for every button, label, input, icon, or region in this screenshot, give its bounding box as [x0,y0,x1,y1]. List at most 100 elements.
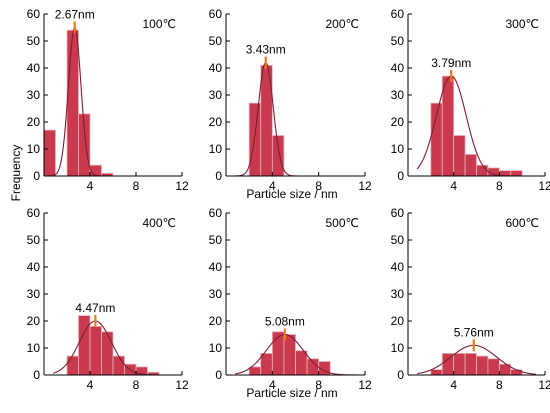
histogram-bar [295,350,308,376]
y-tick-label: 60 [391,206,405,220]
x-tick-label: 8 [496,179,503,193]
histogram-bar [476,164,489,177]
y-tick-label: 40 [209,61,223,75]
y-tick-label: 30 [27,88,41,102]
histogram-bar [283,334,296,376]
x-tick-label: 12 [538,179,550,193]
y-tick-label: 40 [27,61,41,75]
y-tick-label: 0 [397,368,404,382]
y-tick-label: 10 [391,341,405,355]
histogram-bar [306,358,320,376]
histogram-bar [248,366,262,376]
histogram-bar [89,325,102,376]
x-tick-label: 4 [87,179,94,193]
y-tick-label: 0 [215,368,222,382]
x-tick-label: 12 [358,179,372,193]
histogram-panel-1: 0 10 20 30 40 50 60 4 8 12 100℃ 2.67nm [27,7,189,193]
y-tick-label: 30 [209,287,223,301]
histogram-bar [101,331,114,376]
x-tick-label: 8 [315,179,322,193]
histogram-bar [43,129,56,177]
y-tick-label: 20 [209,314,223,328]
y-tick-label: 10 [27,341,41,355]
y-tick-label: 10 [27,142,41,156]
histogram-bar [66,355,79,376]
y-tick-label: 30 [27,287,41,301]
x-tick-label: 4 [450,378,457,392]
y-tick-label: 60 [27,7,41,21]
temperature-label: 400℃ [143,216,177,230]
y-tick-label: 30 [391,287,405,301]
histogram-bar [453,135,466,177]
y-tick-label: 40 [209,260,223,274]
peak-size-label: 3.79nm [431,56,471,70]
histogram-bar [464,352,477,376]
histogram-bar [66,29,79,177]
y-tick-label: 40 [391,61,405,75]
histogram-bar [78,315,91,376]
y-tick-label: 0 [397,169,404,183]
histogram-bar [441,75,455,177]
x-tick-label: 12 [175,179,189,193]
x-axis-label-top: Particle size / nm [246,187,338,201]
histogram-panel-5: 0 10 20 30 40 50 60 4 8 12 500℃ 5.08nm [209,206,372,392]
y-tick-label: 50 [209,233,223,247]
x-tick-label: 4 [269,378,276,392]
y-tick-label: 0 [33,169,40,183]
peak-size-label: 5.08nm [265,315,305,329]
y-tick-label: 20 [391,115,405,129]
temperature-label: 300℃ [506,17,540,31]
y-tick-label: 60 [27,206,41,220]
x-tick-label: 12 [175,378,189,392]
temperature-label: 100℃ [143,17,177,31]
y-tick-label: 20 [27,314,41,328]
histogram-panel-4: 0 10 20 30 40 50 60 4 8 12 400℃ 4.47nm [27,206,189,392]
x-tick-label: 4 [269,179,276,193]
y-tick-label: 0 [33,368,40,382]
y-tick-label: 50 [27,34,41,48]
histogram-panel-3: 0 10 20 30 40 50 60 4 8 12 300℃ 3.79nm [391,7,550,193]
fit-curve [235,333,356,376]
histogram-bar [248,102,262,177]
histogram-bar [464,153,477,177]
histogram-bar [430,369,443,376]
y-tick-label: 20 [391,314,405,328]
histogram-bar [453,352,466,376]
histogram-bar [487,358,500,376]
y-tick-label: 20 [27,115,41,129]
x-tick-label: 4 [87,378,94,392]
x-axis-label-bottom: Particle size / nm [246,386,338,400]
temperature-label: 600℃ [506,216,540,230]
x-tick-label: 8 [315,378,322,392]
y-tick-label: 60 [209,7,223,21]
histogram-bar [271,331,285,376]
peak-size-label: 5.76nm [454,325,494,339]
y-tick-label: 10 [391,142,405,156]
y-tick-label: 0 [215,169,222,183]
x-tick-label: 12 [538,378,550,392]
y-tick-label: 50 [391,34,405,48]
y-tick-label: 20 [209,115,223,129]
histogram-bar [271,135,285,177]
y-tick-label: 40 [27,260,41,274]
y-tick-label: 40 [391,260,405,274]
temperature-label: 200℃ [326,17,360,31]
fit-curve [417,344,536,375]
peak-size-label: 3.43nm [246,43,286,57]
x-tick-label: 12 [358,378,372,392]
histogram-panel-2: 0 10 20 30 40 50 60 4 8 12 200℃ 3.43nm [209,7,372,193]
y-tick-label: 60 [209,206,223,220]
y-tick-label: 10 [209,341,223,355]
y-tick-label: 50 [27,233,41,247]
histogram-bar [89,164,102,177]
y-tick-label: 30 [391,88,405,102]
x-tick-label: 8 [133,179,140,193]
y-tick-label: 30 [209,88,223,102]
x-tick-label: 8 [133,378,140,392]
temperature-label: 500℃ [326,216,360,230]
peak-size-label: 4.47nm [75,301,115,315]
histogram-bar [112,355,125,376]
histogram-bar [510,170,523,177]
histogram-bar [260,352,273,376]
